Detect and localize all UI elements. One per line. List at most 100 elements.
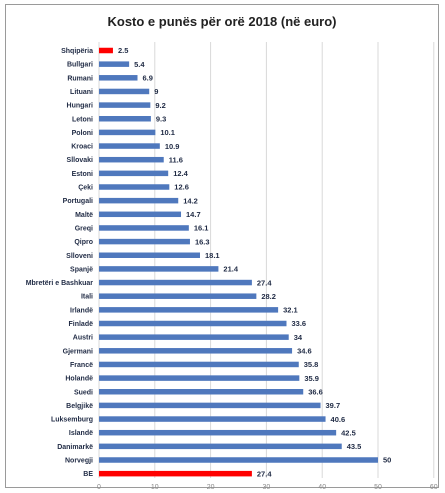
bar xyxy=(99,457,378,463)
category-label: Poloni xyxy=(72,130,93,137)
bar xyxy=(99,238,190,245)
value-label: 10.9 xyxy=(165,142,180,151)
chart-frame xyxy=(5,4,439,488)
value-label: 6.9 xyxy=(143,74,153,83)
category-label: Finladë xyxy=(68,321,93,328)
category-label: Çeki xyxy=(78,185,93,192)
value-label: 14.2 xyxy=(183,196,198,205)
category-label: Danimarkë xyxy=(57,444,93,451)
value-label: 42.5 xyxy=(341,428,356,437)
category-label: Letoni xyxy=(72,116,93,123)
value-label: 12.6 xyxy=(174,183,189,192)
value-label: 9 xyxy=(154,87,158,96)
value-label: 5.4 xyxy=(134,60,145,69)
value-label: 9.2 xyxy=(155,101,165,110)
category-label: Shqipëria xyxy=(61,48,93,55)
x-tick-label: 20 xyxy=(207,484,215,491)
bar xyxy=(99,184,170,190)
bar xyxy=(99,348,293,354)
bar xyxy=(99,116,151,122)
value-label: 50 xyxy=(383,456,391,465)
category-label: Hungari xyxy=(67,103,94,110)
value-label: 16.1 xyxy=(194,224,209,233)
category-label: Bullgari xyxy=(67,62,93,69)
bar xyxy=(99,156,164,163)
value-label: 27.4 xyxy=(257,469,272,478)
bar xyxy=(99,279,252,286)
bar xyxy=(99,334,289,340)
category-label: Mbretëri e Bashkuar xyxy=(26,280,94,287)
bar xyxy=(99,88,150,95)
x-tick-label: 10 xyxy=(151,484,159,491)
category-label: Austri xyxy=(73,335,93,342)
category-label: Maltë xyxy=(75,212,93,219)
bar xyxy=(99,197,179,204)
category-label: Belgjikë xyxy=(66,403,93,410)
value-label: 40.6 xyxy=(331,415,346,424)
category-label: Estoni xyxy=(72,171,93,178)
value-label: 43.5 xyxy=(347,442,362,451)
x-tick-label: 40 xyxy=(318,484,326,491)
value-label: 32.1 xyxy=(283,306,298,315)
bar xyxy=(99,307,279,313)
bar xyxy=(99,416,326,422)
bar xyxy=(99,47,113,54)
bar xyxy=(99,429,337,436)
category-label: Itali xyxy=(81,294,93,301)
value-label: 18.1 xyxy=(205,251,220,260)
category-label: Francë xyxy=(70,362,93,369)
chart-title: Kosto e punës për orë 2018 (në euro) xyxy=(107,14,337,29)
x-tick-label: 0 xyxy=(97,484,101,491)
value-label: 39.7 xyxy=(326,401,341,410)
bar xyxy=(99,402,321,409)
bar xyxy=(99,470,252,477)
x-tick-label: 60 xyxy=(430,484,438,491)
category-label: Sllovaki xyxy=(67,157,94,164)
x-tick-label: 30 xyxy=(263,484,271,491)
value-label: 2.5 xyxy=(118,46,128,55)
bar xyxy=(99,443,342,450)
value-label: 14.7 xyxy=(186,210,201,219)
value-label: 33.6 xyxy=(291,319,306,328)
value-label: 12.4 xyxy=(173,169,188,178)
category-label: BE xyxy=(83,471,93,478)
bar xyxy=(99,293,257,299)
category-label: Kroaci xyxy=(71,144,93,151)
bar xyxy=(99,389,304,395)
value-label: 35.8 xyxy=(304,360,319,369)
value-label: 34 xyxy=(294,333,303,342)
value-label: 27.4 xyxy=(257,278,272,287)
value-label: 36.6 xyxy=(308,387,323,396)
bar xyxy=(99,361,299,368)
category-label: Slloveni xyxy=(66,253,93,260)
category-label: Rumani xyxy=(67,75,93,82)
category-label: Qipro xyxy=(74,239,93,246)
value-label: 11.6 xyxy=(169,155,183,164)
bar xyxy=(99,102,151,108)
category-label: Islandë xyxy=(69,430,93,437)
value-label: 35.9 xyxy=(304,374,319,383)
bar xyxy=(99,252,200,258)
value-label: 10.1 xyxy=(160,128,175,137)
bar xyxy=(99,170,169,177)
bar xyxy=(99,225,189,231)
category-label: Suedi xyxy=(74,389,93,396)
category-label: Norvegji xyxy=(65,458,93,465)
value-label: 28.2 xyxy=(261,292,276,301)
category-label: Spanjë xyxy=(70,266,93,273)
bar xyxy=(99,75,138,81)
category-label: Luksemburg xyxy=(51,417,93,424)
category-label: Lituani xyxy=(70,89,93,96)
category-label: Portugali xyxy=(63,198,93,205)
x-tick-label: 50 xyxy=(374,484,382,491)
bar xyxy=(99,375,300,381)
value-label: 16.3 xyxy=(195,237,210,246)
value-label: 21.4 xyxy=(223,265,238,274)
category-label: Greqi xyxy=(75,225,93,232)
category-label: Holandë xyxy=(65,376,93,383)
bar xyxy=(99,320,287,327)
bar xyxy=(99,143,160,149)
bar xyxy=(99,211,182,218)
bar xyxy=(99,266,219,272)
